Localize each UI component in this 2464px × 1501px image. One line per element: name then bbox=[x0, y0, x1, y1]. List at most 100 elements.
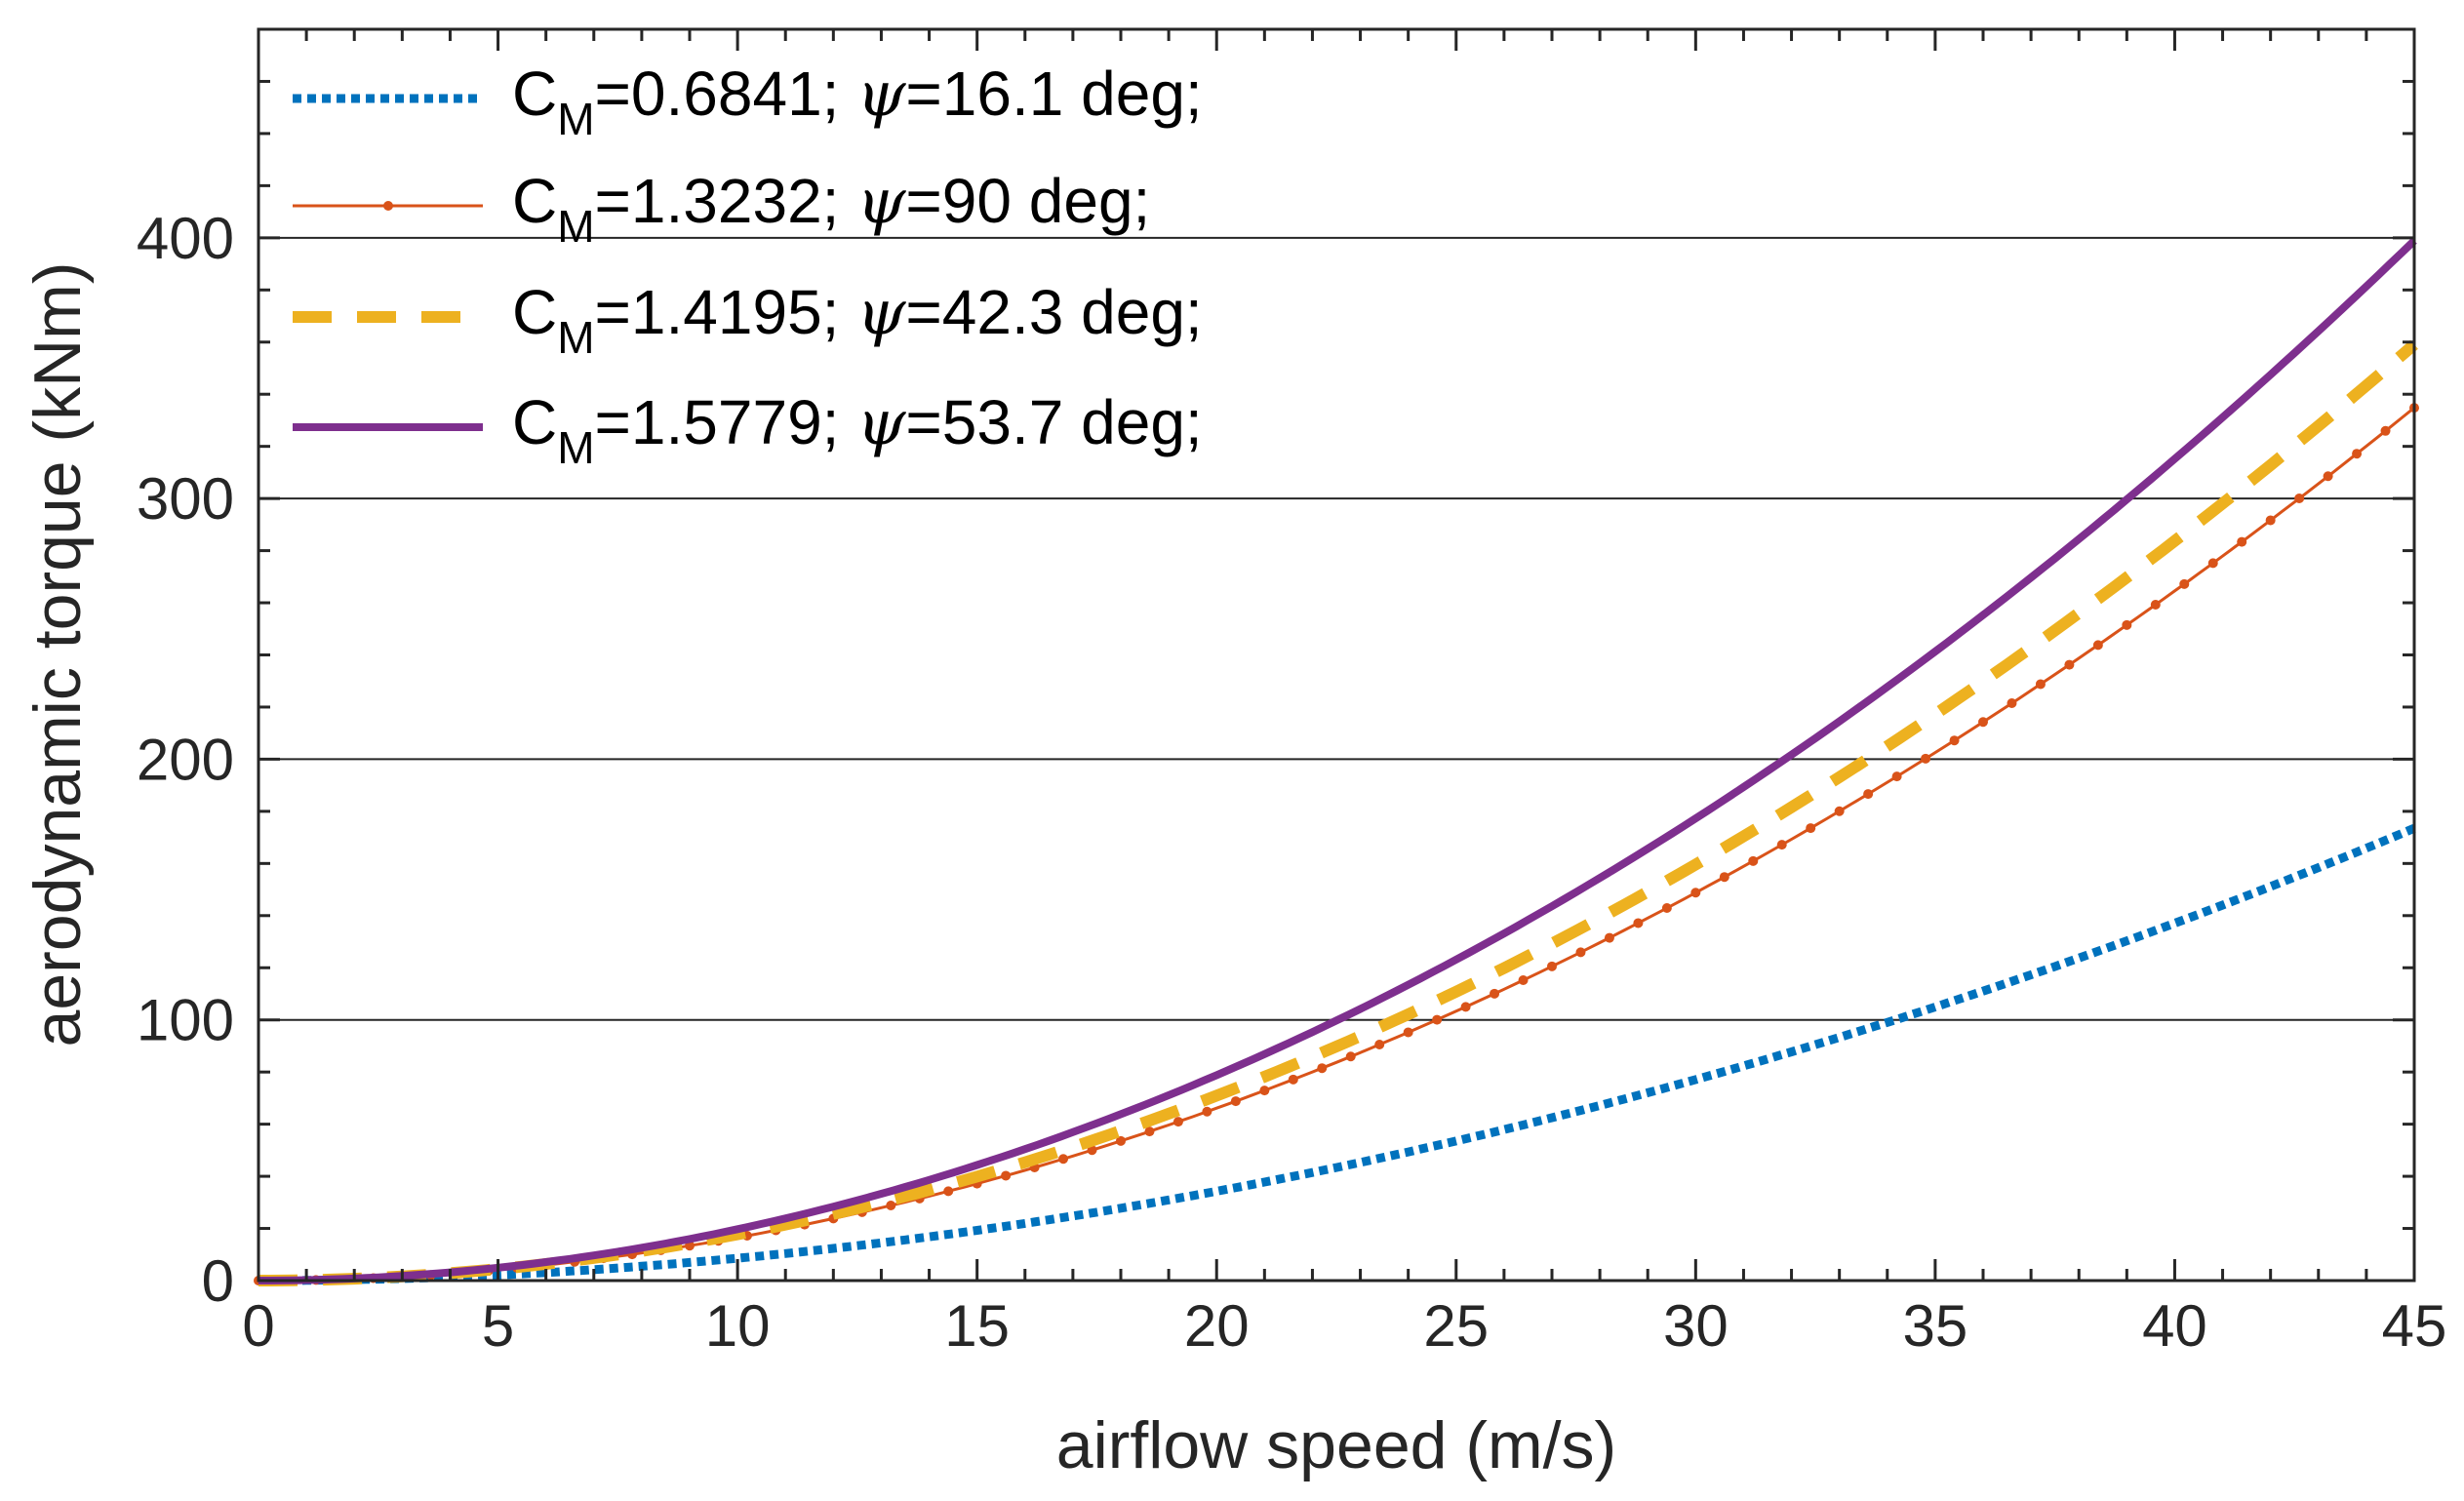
x-tick-label-10: 10 bbox=[705, 1293, 771, 1359]
series-2-marker bbox=[1116, 1135, 1126, 1146]
legend-sub-4: M bbox=[557, 422, 594, 473]
series-2-marker bbox=[1863, 789, 1874, 800]
series-2-marker bbox=[2237, 536, 2247, 547]
x-tick-label-40: 40 bbox=[2142, 1293, 2207, 1359]
series-2-marker bbox=[1834, 806, 1845, 816]
series-2-marker bbox=[1172, 1117, 1183, 1127]
legend-value-1: =0.6841; bbox=[595, 59, 857, 129]
legend-c-3: C bbox=[512, 277, 557, 347]
svg-text:CM=1.5779; ψ=53.7 deg;: CM=1.5779; ψ=53.7 deg; bbox=[512, 387, 1203, 473]
y-tick-label-100: 100 bbox=[137, 988, 234, 1053]
series-2-marker bbox=[2179, 578, 2190, 589]
series-2-marker bbox=[1518, 974, 1529, 985]
series-2-marker bbox=[2323, 471, 2333, 482]
series-line-1 bbox=[258, 824, 2416, 1285]
series-2-marker bbox=[1460, 1002, 1471, 1012]
x-tick-label-15: 15 bbox=[944, 1293, 1010, 1359]
series-2-marker bbox=[1432, 1014, 1443, 1025]
x-axis-title: airflow speed (m/s) bbox=[1056, 1408, 1616, 1482]
series-2-marker bbox=[1978, 717, 1988, 728]
legend-sub-3: M bbox=[557, 312, 594, 363]
series-2-marker bbox=[2150, 599, 2161, 610]
y-tick-label-0: 0 bbox=[202, 1248, 234, 1314]
x-tick-label-25: 25 bbox=[1423, 1293, 1489, 1359]
series-line-3 bbox=[258, 339, 2418, 1286]
legend-marker-2 bbox=[383, 201, 393, 211]
series-2-marker bbox=[1776, 840, 1787, 850]
series-2-marker bbox=[2092, 640, 2103, 651]
series-2-marker bbox=[1230, 1096, 1241, 1107]
legend-rest-3: =42.3 deg; bbox=[905, 277, 1202, 347]
series-2-marker bbox=[1087, 1145, 1097, 1156]
series-lines bbox=[254, 237, 2419, 1286]
legend-c-4: C bbox=[512, 387, 557, 457]
legend-psi-2: ψ bbox=[856, 166, 906, 238]
series-2-marker bbox=[2122, 619, 2132, 630]
series-2-marker bbox=[2207, 558, 2218, 569]
legend: CM=0.6841; ψ=16.1 deg; CM=1.3232; ψ=90 d… bbox=[293, 59, 1203, 473]
legend-rest-2: =90 deg; bbox=[905, 166, 1150, 236]
series-2-marker bbox=[1345, 1051, 1356, 1062]
y-tick-label-200: 200 bbox=[137, 727, 234, 792]
y-axis-title: aerodynamic torque (kNm) bbox=[20, 262, 95, 1047]
series-2-marker bbox=[1949, 735, 1960, 746]
series-2-marker bbox=[2265, 515, 2276, 526]
legend-entry-3: CM=1.4195; ψ=42.3 deg; bbox=[293, 277, 1203, 363]
legend-c-2: C bbox=[512, 166, 557, 236]
svg-text:CM=0.6841; ψ=16.1 deg;: CM=0.6841; ψ=16.1 deg; bbox=[512, 59, 1203, 144]
y-tick-label-300: 300 bbox=[137, 466, 234, 532]
series-2-marker bbox=[1374, 1040, 1385, 1050]
series-line-4 bbox=[258, 237, 2417, 1284]
series-2-marker bbox=[1891, 771, 1902, 782]
x-tick-label-35: 35 bbox=[1903, 1293, 1968, 1359]
series-2-marker bbox=[1001, 1170, 1012, 1181]
series-2-marker bbox=[1058, 1154, 1069, 1165]
x-tick-label-0: 0 bbox=[242, 1293, 274, 1359]
legend-entry-1: CM=0.6841; ψ=16.1 deg; bbox=[293, 59, 1203, 144]
series-2-marker bbox=[886, 1200, 896, 1210]
y-tick-label-400: 400 bbox=[137, 206, 234, 271]
legend-c-1: C bbox=[512, 59, 557, 129]
legend-value-2: =1.3232; bbox=[595, 166, 857, 236]
series-2-marker bbox=[1604, 932, 1614, 943]
series-2-marker bbox=[1575, 947, 1586, 958]
legend-rest-1: =16.1 deg; bbox=[905, 59, 1202, 129]
series-2-marker bbox=[2352, 449, 2363, 459]
legend-rest-4: =53.7 deg; bbox=[905, 387, 1202, 457]
svg-text:CM=1.4195; ψ=42.3 deg;: CM=1.4195; ψ=42.3 deg; bbox=[512, 277, 1203, 363]
legend-entry-2: CM=1.3232; ψ=90 deg; bbox=[293, 166, 1150, 252]
series-2-marker bbox=[2035, 679, 2046, 690]
series-2-marker bbox=[1748, 855, 1759, 866]
series-line-2 bbox=[258, 406, 2415, 1283]
x-tick-label-45: 45 bbox=[2382, 1293, 2447, 1359]
tick-labels: 0 5 10 15 20 25 30 35 40 45 0 100 200 300 400 bbox=[137, 206, 2446, 1359]
legend-psi-3: ψ bbox=[856, 277, 906, 349]
series-2-marker bbox=[1633, 918, 1644, 928]
legend-psi-1: ψ bbox=[856, 59, 906, 131]
series-2-marker bbox=[1661, 903, 1672, 914]
legend-sub-2: M bbox=[557, 201, 594, 252]
series-2-marker bbox=[1806, 823, 1816, 834]
series-2-marker bbox=[1144, 1126, 1155, 1137]
series-2-marker bbox=[2380, 425, 2391, 436]
series-2-marker bbox=[1202, 1106, 1212, 1117]
series-2-marker bbox=[2294, 494, 2305, 504]
legend-sub-1: M bbox=[557, 94, 594, 144]
legend-entry-4: CM=1.5779; ψ=53.7 deg; bbox=[293, 387, 1203, 473]
legend-value-4: =1.5779; bbox=[595, 387, 857, 457]
series-2-marker bbox=[1719, 872, 1729, 883]
series-2-marker bbox=[1259, 1086, 1270, 1096]
series-2-marker bbox=[1490, 988, 1500, 999]
svg-text:CM=1.3232; ψ=90 deg;: CM=1.3232; ψ=90 deg; bbox=[512, 166, 1150, 252]
legend-value-3: =1.4195; bbox=[595, 277, 857, 347]
series-2-marker bbox=[1317, 1063, 1328, 1074]
series-2-marker bbox=[1690, 888, 1701, 898]
series-2-marker bbox=[1288, 1074, 1298, 1085]
series-2-marker bbox=[2007, 698, 2017, 709]
series-2-marker bbox=[1921, 753, 1931, 764]
series-2-marker bbox=[2064, 659, 2075, 670]
x-tick-label-20: 20 bbox=[1184, 1293, 1250, 1359]
series-2-marker bbox=[1547, 961, 1557, 971]
x-tick-label-30: 30 bbox=[1663, 1293, 1729, 1359]
